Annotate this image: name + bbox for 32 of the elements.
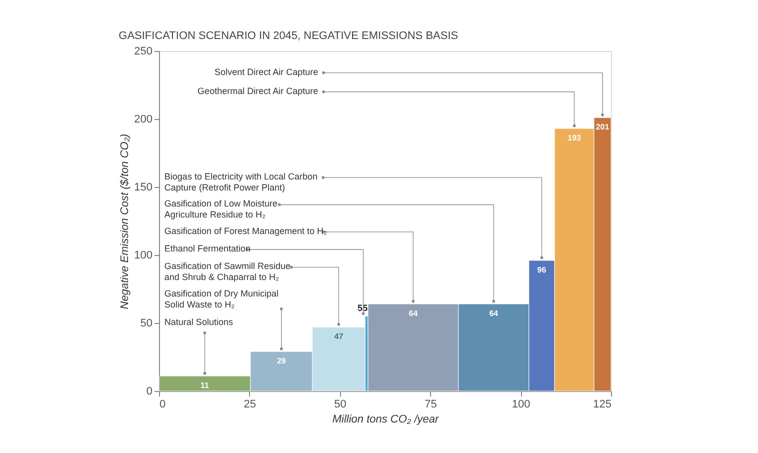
data-label: 201 [596,122,610,132]
data-label: 11 [200,381,210,390]
annotation: Gasification of Dry Municipal Solid Waste to H₂ [164,288,278,310]
x-tick-label: 50 [334,398,346,410]
data-label: 64 [408,308,418,318]
annotation: Natural Solutions [164,317,234,327]
x-axis-title: Million tons CO₂ /year [332,414,440,426]
data-label: 193 [568,134,582,143]
y-tick-label: 100 [134,250,152,262]
data-label: 47 [334,332,344,342]
y-tick-label: 150 [134,182,152,194]
annotation: Gasification of Sawmill Residue and Shrub & Chaparral to H₂ [164,261,290,282]
annotation: Gasification of Low Moisture Agriculture Residue to H₂ [164,198,278,220]
x-tick-label: 0 [160,398,166,410]
y-tick-label: 200 [134,114,152,126]
data-label: 64 [489,308,499,318]
annotation: Gasification of Forest Management to H₂ [164,226,328,236]
x-tick-label: 75 [424,398,437,410]
data-label: 96 [537,265,547,274]
y-tick-label: 0 [146,386,152,398]
data-label: 29 [276,356,286,366]
x-tick-label: 100 [512,398,530,410]
annotation: Solvent Direct Air Capture [214,66,318,77]
annotation: Biogas to Electricity with Local Carbon Capture (Retrofit Power Plant) [164,171,318,192]
y-axis-title: Negative Emission Cost ($/ton CO₂) [119,133,132,310]
annotation: Ethanol Fermentation [164,244,250,254]
x-tick-label: 125 [593,398,612,410]
chart-title: GASIFICATION SCENARIO IN 2045, NEGATIVE EMISSIONS BASIS [118,30,458,42]
y-tick-label: 50 [140,318,152,330]
annotation: Geothermal Direct Air Capture [198,86,318,96]
y-tick-label: 250 [134,46,152,58]
x-tick-label: 25 [244,398,256,410]
